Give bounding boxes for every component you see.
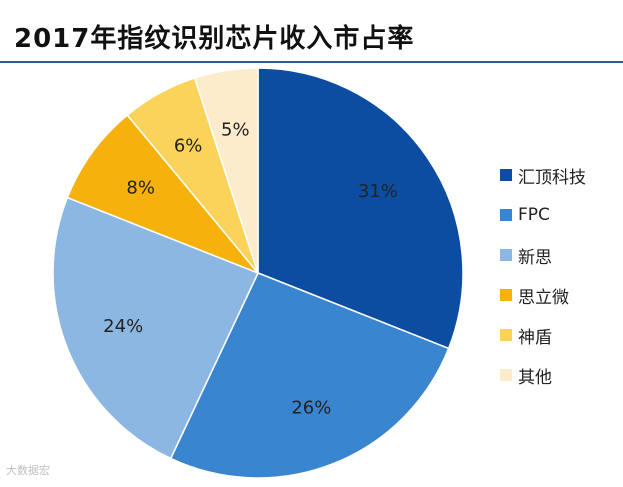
pie-slices	[52, 67, 464, 479]
pie-label-3: 8%	[126, 177, 155, 198]
title-divider	[0, 61, 623, 63]
legend-label: 新思	[518, 247, 552, 268]
legend-item-3: 思立微	[500, 284, 586, 308]
legend-item-5: 其他	[500, 364, 586, 388]
pie-labels: 31% 26% 24% 8% 6% 5%	[103, 119, 398, 418]
pie-slice-0	[257, 67, 464, 350]
legend-swatch	[500, 209, 512, 221]
legend-label: 思立微	[518, 287, 569, 308]
legend-label: 其他	[518, 367, 552, 388]
legend-swatch	[500, 329, 512, 341]
legend-swatch	[500, 289, 512, 301]
legend-label: FPC	[518, 205, 550, 225]
legend-item-0: 汇顶科技	[500, 164, 586, 188]
legend-item-2: 新思	[500, 244, 586, 268]
pie-label-0: 31%	[358, 181, 398, 202]
legend-label: 汇顶科技	[518, 167, 586, 188]
pie-label-2: 24%	[103, 316, 143, 337]
page-title: 2017年指纹识别芯片收入市占率	[14, 24, 415, 54]
legend-swatch	[500, 249, 512, 261]
pie-slice-3	[66, 113, 259, 274]
legend-swatch	[500, 169, 512, 181]
pie-label-4: 6%	[174, 135, 203, 156]
watermark: 大数据宏	[6, 464, 50, 477]
legend-item-1: FPC	[500, 204, 586, 226]
chart-legend: 汇顶科技 FPC 新思思立微神盾其他	[500, 164, 586, 404]
pie-label-1: 26%	[291, 397, 331, 418]
legend-item-4: 神盾	[500, 324, 586, 348]
pie-slice-1	[169, 272, 450, 479]
pie-label-5: 5%	[221, 119, 250, 140]
pie-slice-5	[193, 67, 259, 274]
pie-slice-2	[52, 196, 260, 460]
legend-swatch	[500, 369, 512, 381]
legend-label: 神盾	[518, 327, 552, 348]
